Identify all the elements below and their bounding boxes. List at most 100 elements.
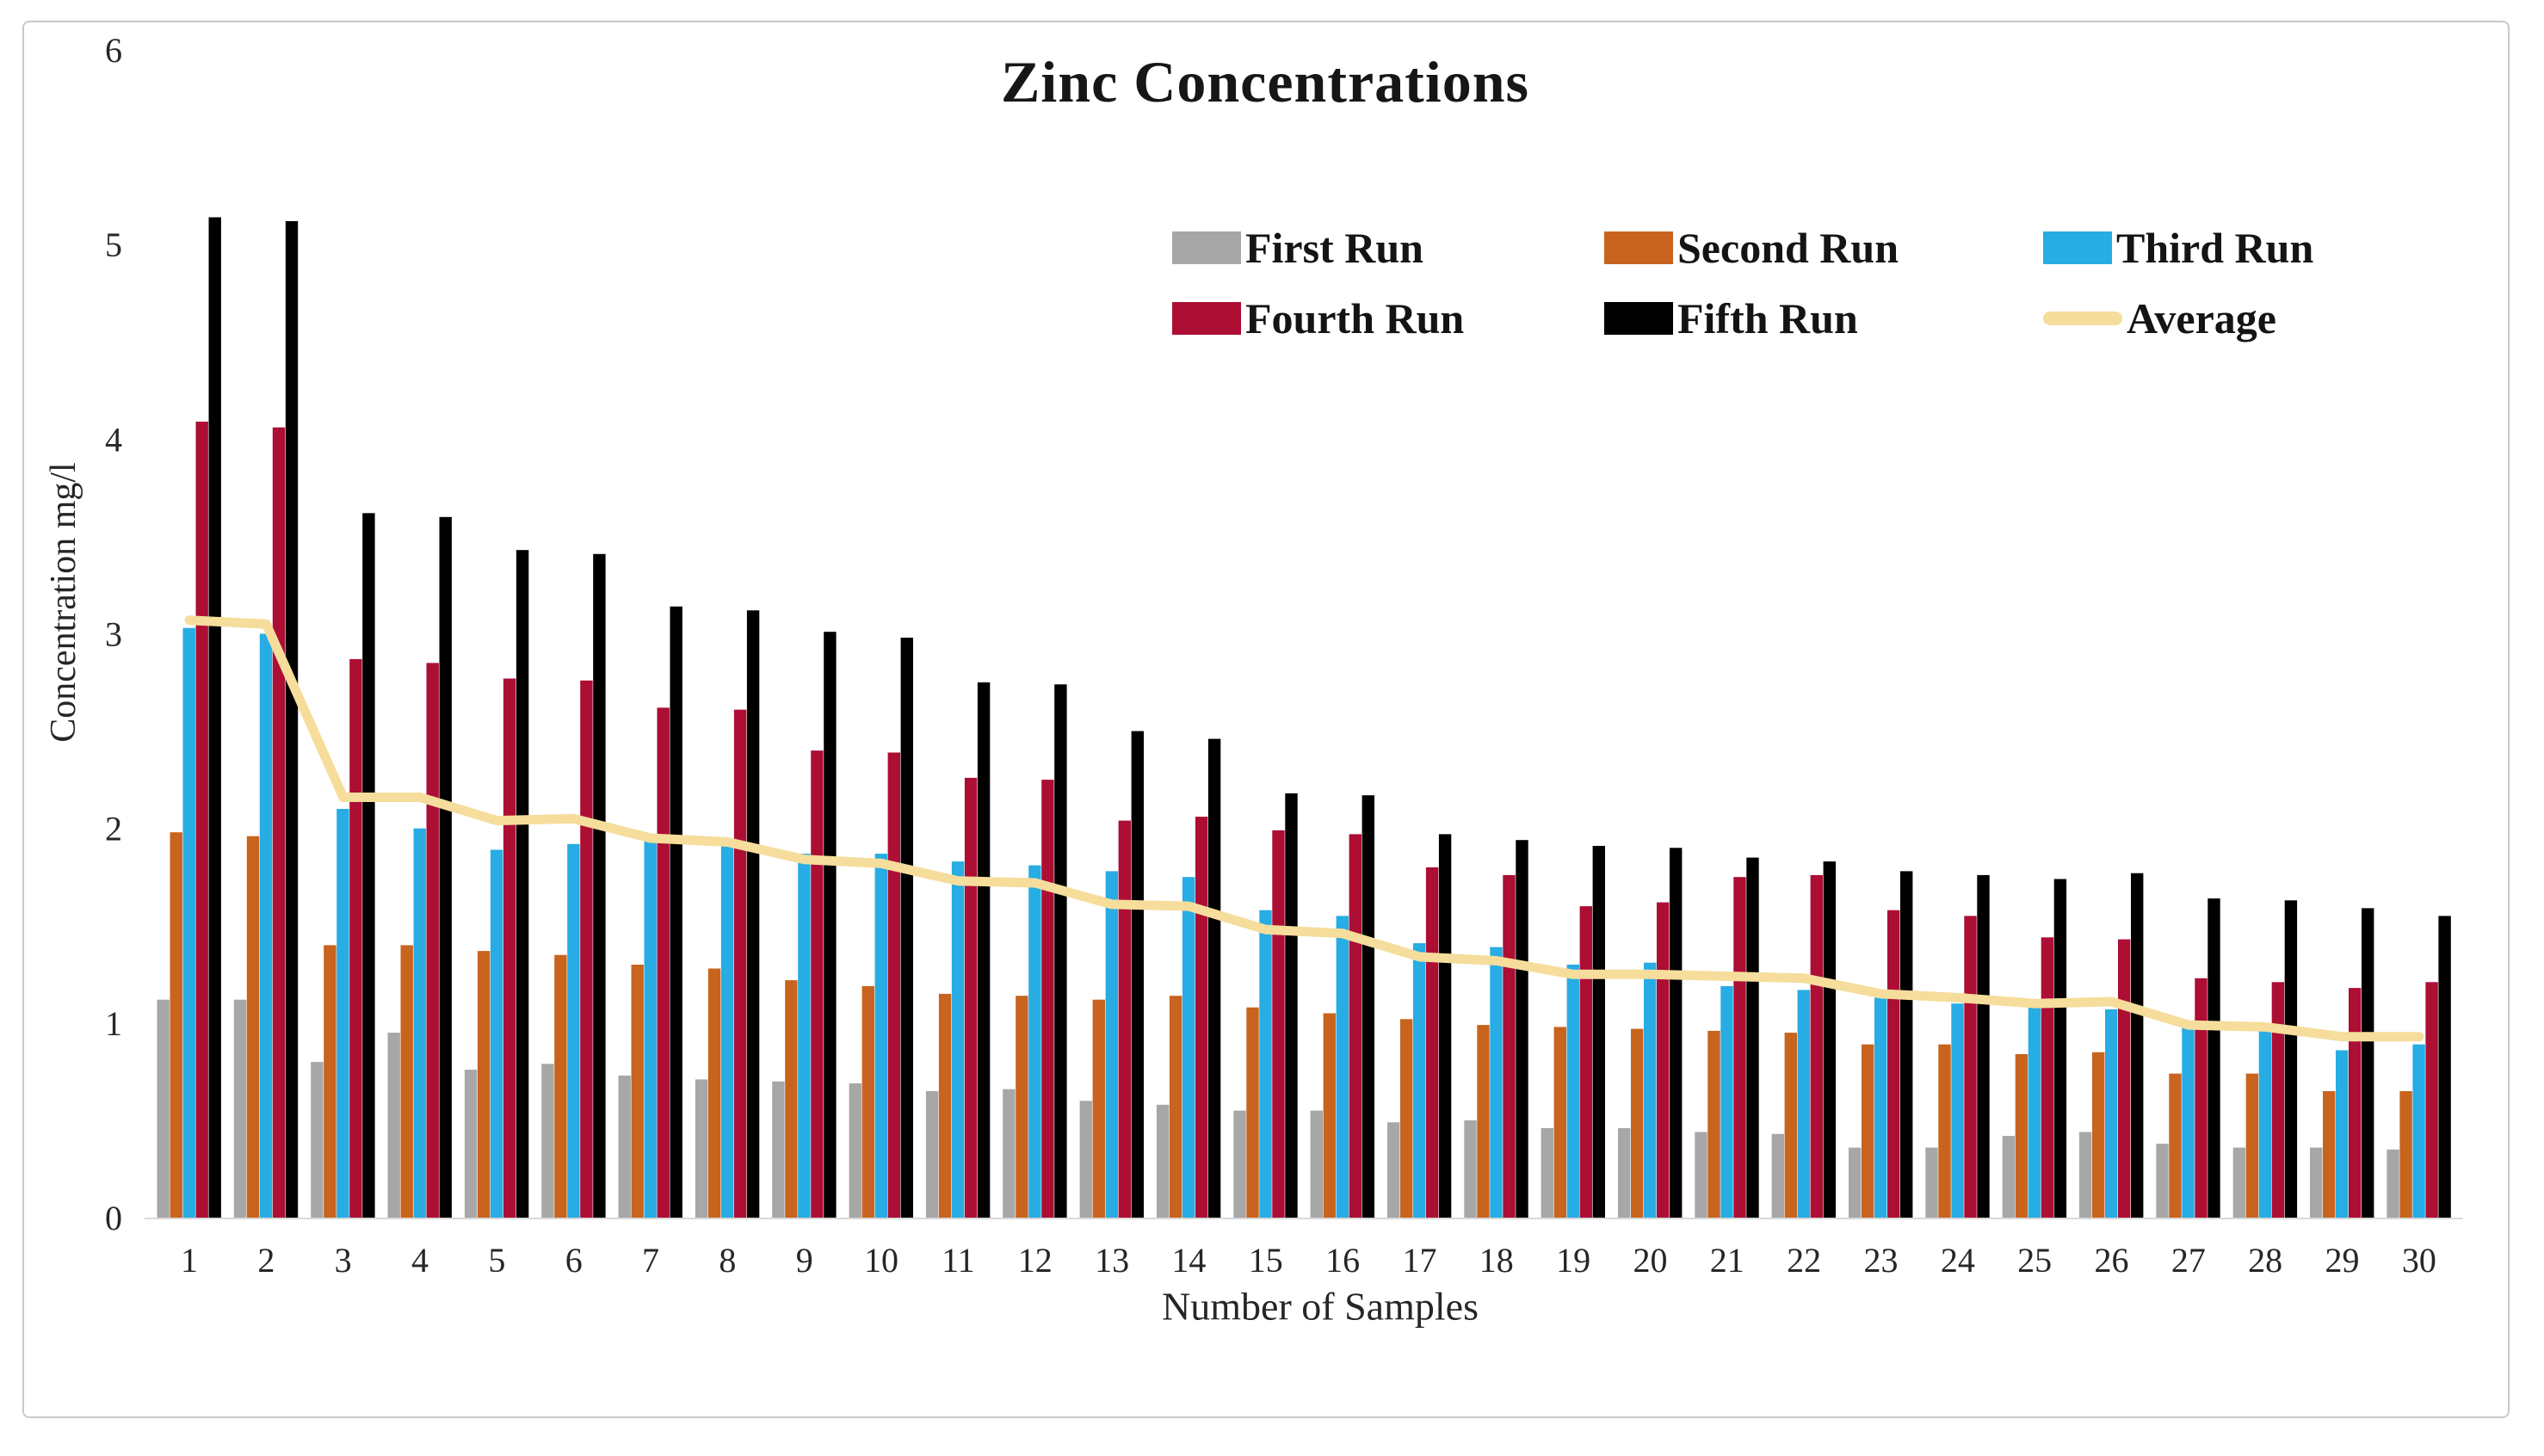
bar-fifth-run (1977, 874, 1990, 1218)
x-tick-label-21: 21 (1710, 1241, 1744, 1280)
legend-swatch-first-run (1172, 231, 1241, 264)
bar-fifth-run (1516, 840, 1528, 1218)
bar-fifth-run (593, 553, 606, 1218)
bar-third-run (1874, 997, 1887, 1218)
legend-label: First Run (1245, 224, 1423, 272)
y-tick-label-4: 4 (105, 420, 122, 459)
bar-third-run (259, 633, 273, 1218)
bar-third-run (1951, 1003, 1964, 1218)
x-tick-label-17: 17 (1402, 1241, 1436, 1280)
x-tick-label-24: 24 (1941, 1241, 1975, 1280)
bar-fourth-run (1118, 820, 1131, 1218)
bar-third-run (951, 861, 965, 1218)
x-tick-label-6: 6 (565, 1241, 583, 1280)
bar-second-run (2092, 1052, 2105, 1218)
bar-first-run (1156, 1104, 1170, 1218)
bar-fourth-run (195, 422, 208, 1218)
bar-first-run (1849, 1147, 1862, 1218)
bar-fifth-run (439, 516, 452, 1218)
bar-fourth-run (1425, 867, 1439, 1218)
x-tick-label-29: 29 (2325, 1241, 2360, 1280)
bar-third-run (798, 854, 811, 1218)
bar-second-run (1784, 1033, 1797, 1218)
bar-fourth-run (733, 709, 747, 1218)
bar-fourth-run (1195, 817, 1208, 1218)
bar-first-run (233, 999, 247, 1218)
bar-third-run (1259, 910, 1272, 1218)
bar-first-run (1541, 1128, 1553, 1218)
bar-fourth-run (1810, 874, 1823, 1218)
bar-second-run (477, 951, 491, 1218)
bar-first-run (1386, 1122, 1400, 1218)
bar-third-run (1412, 943, 1426, 1218)
x-tick-label-7: 7 (642, 1241, 659, 1280)
bar-fifth-run (746, 610, 760, 1218)
legend-label: Second Run (1677, 224, 1899, 272)
bar-third-run (1336, 916, 1349, 1218)
x-tick-label-12: 12 (1018, 1241, 1053, 1280)
bar-fourth-run (2425, 982, 2438, 1218)
bar-fifth-run (2207, 898, 2220, 1218)
bar-fifth-run (900, 638, 913, 1218)
bar-second-run (631, 965, 644, 1218)
bar-first-run (1771, 1133, 1784, 1218)
bar-fifth-run (1131, 731, 1144, 1218)
x-tick-label-22: 22 (1787, 1241, 1821, 1280)
bar-second-run (324, 945, 337, 1218)
x-tick-label-27: 27 (2171, 1241, 2206, 1280)
bar-fourth-run (887, 752, 900, 1218)
bar-fifth-run (208, 217, 221, 1218)
legend-swatch-fourth-run (1172, 302, 1241, 335)
bar-second-run (707, 968, 721, 1218)
bar-first-run (2002, 1136, 2016, 1218)
bar-fourth-run (2349, 988, 2362, 1218)
x-tick-label-19: 19 (1556, 1241, 1590, 1280)
bar-fourth-run (2271, 982, 2285, 1218)
bar-second-run (1862, 1044, 1874, 1218)
bar-second-run (938, 993, 952, 1218)
bar-first-run (2079, 1132, 2092, 1218)
bar-fifth-run (2131, 873, 2144, 1218)
bar-fourth-run (657, 707, 670, 1218)
bar-fifth-run (1438, 834, 1452, 1218)
bar-first-run (387, 1033, 400, 1218)
y-tick-label-2: 2 (105, 810, 122, 848)
bar-third-run (490, 849, 503, 1218)
legend-item-second-run: Second Run (1604, 226, 1899, 269)
bar-first-run (2387, 1149, 2399, 1218)
x-tick-label-25: 25 (2017, 1241, 2052, 1280)
bar-fourth-run (580, 680, 593, 1218)
bar-fifth-run (516, 550, 529, 1218)
legend-swatch-fifth-run (1604, 302, 1673, 335)
bar-fifth-run (1746, 857, 1759, 1218)
bar-fourth-run (1964, 916, 1977, 1218)
bar-fifth-run (1900, 871, 1913, 1218)
bar-third-run (874, 854, 887, 1218)
bar-third-run (1490, 947, 1503, 1218)
bar-third-run (337, 809, 349, 1218)
bar-fifth-run (1054, 684, 1067, 1218)
x-tick-label-13: 13 (1095, 1241, 1129, 1280)
bar-fifth-run (2362, 908, 2374, 1218)
bar-fifth-run (1285, 793, 1298, 1218)
y-tick-label-0: 0 (105, 1199, 122, 1237)
bar-second-run (2169, 1073, 2182, 1218)
bar-fourth-run (964, 777, 978, 1218)
x-tick-label-14: 14 (1171, 1241, 1206, 1280)
bar-fifth-run (1823, 861, 1836, 1218)
bar-fifth-run (1592, 846, 1605, 1218)
bar-second-run (246, 836, 260, 1218)
bar-fourth-run (1041, 780, 1054, 1218)
legend-item-first-run: First Run (1172, 226, 1423, 269)
bar-fifth-run (1207, 738, 1221, 1218)
bar-second-run (2399, 1091, 2412, 1218)
bar-second-run (2245, 1073, 2259, 1218)
x-tick-label-1: 1 (181, 1241, 198, 1280)
x-tick-label-18: 18 (1479, 1241, 1514, 1280)
bar-fourth-run (811, 750, 824, 1218)
bar-first-run (541, 1064, 554, 1218)
bar-fourth-run (1733, 877, 1746, 1218)
bar-second-run (400, 945, 413, 1218)
bar-fourth-run (2041, 937, 2054, 1218)
bar-fourth-run (1579, 906, 1592, 1218)
